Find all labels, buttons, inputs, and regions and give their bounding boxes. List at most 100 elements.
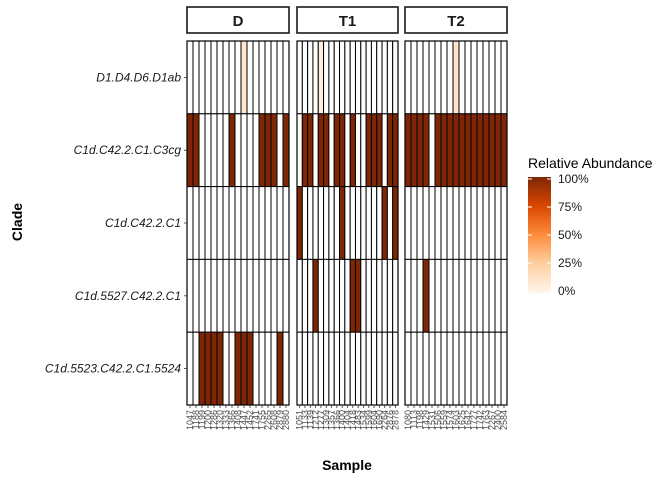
heatmap-cell [234,113,242,188]
heatmap-cell [317,331,325,406]
heatmap-cell [470,186,478,260]
heatmap-cell [365,258,372,333]
heatmap-cell [482,258,490,333]
heatmap-cell [198,331,206,406]
heatmap-cell [386,113,394,188]
heatmap-cell [333,40,341,115]
heatmap-cell [307,186,314,260]
heatmap-cell [482,113,490,188]
heatmap-cell [282,40,290,115]
heatmap-cell [410,40,418,115]
heatmap-cell [246,40,254,115]
x-tick-label: 1755 [257,410,267,430]
heatmap-cell [216,186,224,260]
heatmap-cell [458,113,466,188]
heatmap-cell [476,186,484,260]
heatmap-cell [428,331,436,406]
heatmap-cell [452,40,460,115]
x-tick-label: 1080 [403,410,413,430]
heatmap-cell [370,331,378,406]
heatmap-cell [452,113,460,188]
heatmap-cell [210,331,218,406]
heatmap-cell [323,113,330,188]
heatmap-cell [458,40,466,115]
heatmap-cell [410,258,418,333]
facet-strip-t2 [404,6,508,34]
heatmap-cell [376,186,383,260]
x-tick-label: 1429 [421,410,431,430]
x-tick-label: 1452 [245,410,255,430]
heatmap-cell [392,40,399,115]
x-tick-label: 1333 [221,410,231,430]
heatmap-cell [500,40,508,115]
panel-t2: T2 10801113119814291531150615591574160316… [403,6,509,430]
heatmap-cell [301,186,309,260]
heatmap-cell [488,40,496,115]
heatmap-cell [228,113,236,188]
heatmap-cell [228,186,236,260]
x-tick-label: 1742 [475,410,485,430]
heatmap-cell [296,258,303,333]
heatmap-cell [386,331,394,406]
x-tick-label: 1574 [445,410,455,430]
heatmap-cell [228,40,236,115]
heatmap-cell [422,40,430,115]
heatmap-cell [464,40,472,115]
heatmap-cell [381,186,388,260]
heatmap-cell [296,186,303,260]
heatmap-cell [192,258,200,333]
heatmap-cell [344,331,351,406]
heatmap-cell [482,331,490,406]
legend: Relative Abundance 100% 75% 50% 25% 0% [528,155,653,298]
heatmap-cell [381,331,388,406]
x-axis-title: Sample [322,457,372,473]
heatmap-cell [354,113,362,188]
heatmap-cell [360,258,367,333]
heatmap-cell [186,258,194,333]
panels-layer: D104711881199120012861320133313661408144… [185,6,509,430]
heatmap-cell [204,186,212,260]
facet-label-t2: T2 [447,13,465,30]
heatmap-cell [376,40,383,115]
heatmap-cell [276,40,284,115]
heatmap-cell [404,258,412,333]
heatmap-cell [234,331,242,406]
heatmap-cell [282,113,290,188]
heatmap-cell [264,258,272,333]
x-tick-label: 2267 [487,410,497,430]
heatmap-cell [258,40,266,115]
heatmap-cell [482,40,490,115]
x-tick-label: 1559 [439,410,449,430]
heatmap-cell [222,331,230,406]
x-tick-label: 1309 [321,410,331,430]
heatmap-cell [488,258,496,333]
y-tick-labels: D1.D4.D6.D1ab C1d.C42.2.C1.C3cg C1d.C42.2.… [45,70,187,376]
heatmap-cell [252,258,260,333]
heatmap-cell [446,113,454,188]
heatmap-cell [296,331,303,406]
heatmap-cell [307,331,314,406]
facet-strip-t1 [296,6,399,34]
x-tick-label: 1763 [481,410,491,430]
x-tick-label: 1051 [295,410,305,430]
heatmap-cell [476,331,484,406]
x-tick-label: 1599 [364,410,374,430]
heatmap-cell [440,258,448,333]
heatmap-cell [301,331,309,406]
x-tick-label: 2878 [390,410,400,430]
legend-tick-label: 50% [558,228,582,242]
heatmap-cell [422,258,430,333]
heatmap-cell [392,258,399,333]
heatmap-cell [222,113,230,188]
heatmap-cell [307,258,314,333]
heatmap-cell [270,186,278,260]
heatmap-cell [386,258,394,333]
heatmap-cell [381,258,388,333]
heatmap-cell [312,258,319,333]
heatmap-cell [328,186,335,260]
heatmap-cell [198,186,206,260]
heatmap-cell [365,186,372,260]
heatmap-cell [307,113,314,188]
x-tick-label: 1404 [343,410,353,430]
